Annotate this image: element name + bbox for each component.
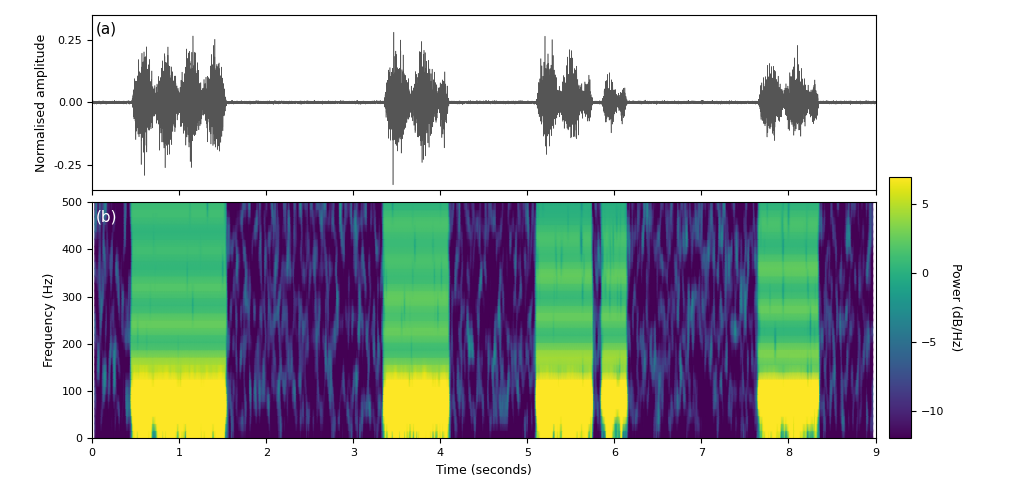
Text: (b): (b) — [96, 209, 118, 224]
Y-axis label: Frequency (Hz): Frequency (Hz) — [43, 273, 55, 368]
X-axis label: Time (seconds): Time (seconds) — [436, 464, 531, 477]
Y-axis label: Power (dB/Hz): Power (dB/Hz) — [949, 263, 963, 352]
Y-axis label: Normalised amplitude: Normalised amplitude — [35, 33, 48, 171]
Text: (a): (a) — [96, 22, 117, 37]
